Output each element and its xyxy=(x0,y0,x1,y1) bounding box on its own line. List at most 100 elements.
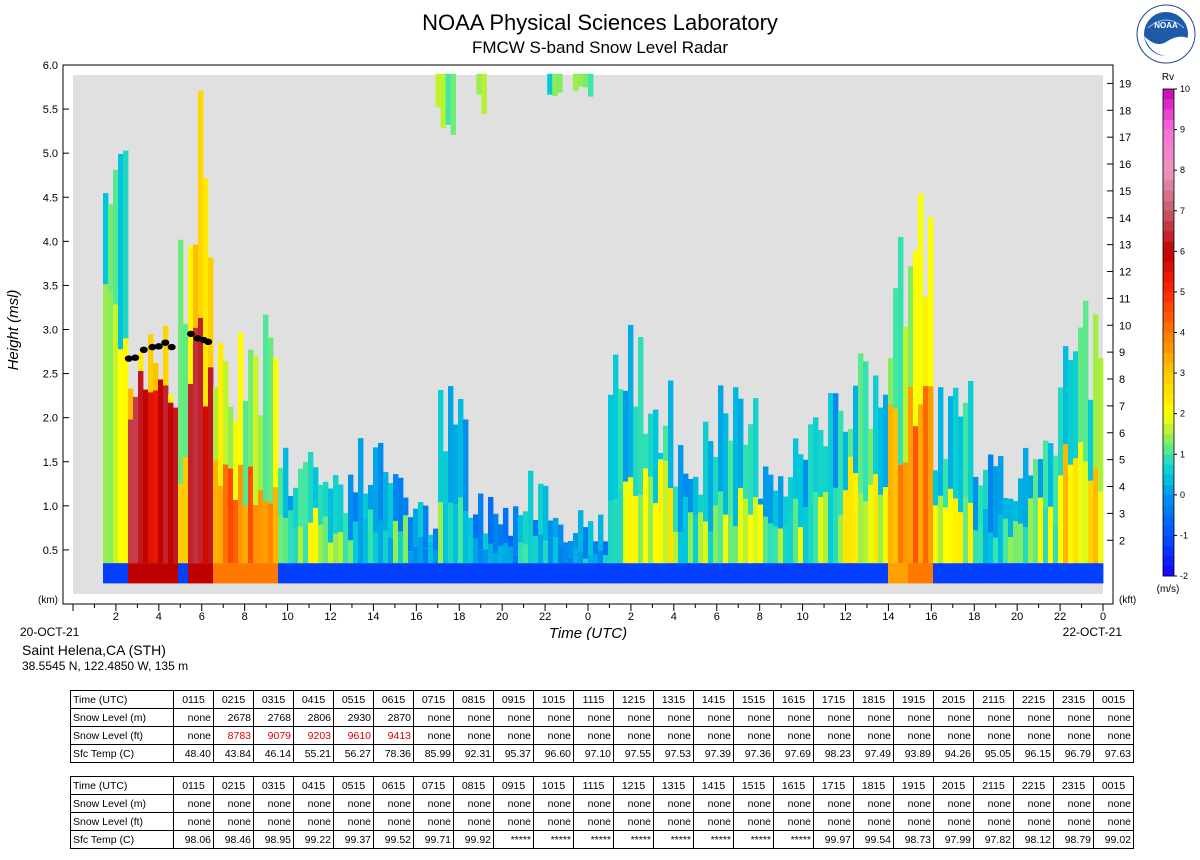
echo-cell xyxy=(268,337,274,504)
table-cell: 2115 xyxy=(973,690,1014,709)
table-cell: none xyxy=(493,726,534,745)
colorbar-cell xyxy=(1163,423,1174,435)
echo-cell xyxy=(943,563,949,584)
echo-cell xyxy=(888,403,894,564)
echo-cell xyxy=(173,407,179,564)
echo-cell xyxy=(368,563,374,584)
echo-cell xyxy=(768,523,774,564)
echo-cell xyxy=(833,563,839,584)
table-cell: 97.63 xyxy=(1093,744,1134,763)
echo-cell xyxy=(573,548,579,564)
table-cell: 0015 xyxy=(1093,690,1134,709)
echo-cell xyxy=(523,511,529,545)
echo-cell xyxy=(898,563,904,584)
table-cell: none xyxy=(653,794,694,813)
x-tick-label: 10 xyxy=(281,611,293,623)
echo-cell xyxy=(713,456,719,506)
echo-cell xyxy=(738,487,744,564)
echo-cell xyxy=(613,499,619,564)
echo-cell xyxy=(1083,563,1089,584)
echo-cell xyxy=(888,358,894,404)
x-tick-label: 18 xyxy=(968,611,980,623)
table-cell: 98.73 xyxy=(893,830,934,849)
echo-cell xyxy=(338,563,344,584)
echo-cell xyxy=(548,520,554,538)
echo-cell xyxy=(773,563,779,584)
colorbar-cell xyxy=(1163,383,1174,394)
echo-cell xyxy=(623,563,629,584)
table-cell: none xyxy=(1013,794,1054,813)
echo-cell xyxy=(718,563,724,584)
table-cell: ***** xyxy=(493,830,534,849)
table-cell: 0315 xyxy=(253,776,294,795)
echo-cell xyxy=(1043,563,1049,584)
echo-cell xyxy=(573,73,579,92)
echo-cell xyxy=(748,563,754,584)
echo-cell xyxy=(703,563,709,584)
echo-cell xyxy=(908,563,914,584)
echo-cell xyxy=(728,563,734,584)
table-cell: none xyxy=(1093,726,1134,745)
table-cell: none xyxy=(373,794,414,813)
echo-cell xyxy=(978,485,984,526)
echo-cell xyxy=(463,563,469,584)
colorbar-cell xyxy=(1163,342,1174,353)
y-tick-label-left: 1.0 xyxy=(43,501,58,513)
echo-cell xyxy=(168,402,174,564)
echo-cell xyxy=(678,532,684,564)
echo-cell xyxy=(928,563,934,584)
echo-cell xyxy=(838,515,844,564)
echo-cell xyxy=(578,73,584,87)
echo-cell xyxy=(878,563,884,584)
echo-cell xyxy=(533,520,539,536)
colorbar-tick-label: 7 xyxy=(1180,206,1185,216)
echo-cell xyxy=(1078,327,1084,443)
echo-cell xyxy=(243,505,249,564)
colorbar-title: Rv xyxy=(1162,72,1174,83)
table-cell: 9413 xyxy=(373,726,414,745)
echo-cell xyxy=(728,440,734,517)
echo-cell xyxy=(358,522,364,564)
echo-cell xyxy=(563,563,569,584)
echo-cell xyxy=(203,563,209,584)
echo-cell xyxy=(508,535,514,547)
echo-cell xyxy=(143,389,149,564)
echo-cell xyxy=(363,563,369,584)
echo-cell xyxy=(338,532,344,564)
y-tick-label-right: 18 xyxy=(1119,105,1131,117)
echo-cell xyxy=(1088,399,1094,481)
colorbar-cell xyxy=(1163,281,1174,293)
echo-cell xyxy=(308,563,314,584)
echo-cell xyxy=(1038,497,1044,564)
x-tick-label: 22 xyxy=(539,611,551,623)
echo-cell xyxy=(913,426,919,564)
echo-cell xyxy=(1063,346,1069,445)
y-tick-label-left: 5.5 xyxy=(43,104,58,116)
y-tick-label-left: 4.5 xyxy=(43,192,58,204)
echo-cell xyxy=(1028,563,1034,584)
echo-cell xyxy=(403,497,409,516)
echo-cell xyxy=(703,521,709,564)
echo-cell xyxy=(923,386,929,564)
y-tick-label-right: 4 xyxy=(1119,482,1125,494)
table-cell: 1715 xyxy=(813,776,854,795)
echo-cell xyxy=(1013,563,1019,584)
colorbar-cell xyxy=(1163,332,1174,343)
echo-cell xyxy=(1008,537,1014,564)
echo-cell xyxy=(958,416,964,513)
echo-cell xyxy=(298,526,304,564)
echo-cell xyxy=(1078,442,1084,564)
echo-cell xyxy=(593,554,599,564)
table-cell: none xyxy=(693,794,734,813)
table-cell: none xyxy=(413,812,454,831)
table-cell: none xyxy=(613,812,654,831)
echo-cell xyxy=(493,553,499,564)
echo-cell xyxy=(618,563,624,584)
echo-cell xyxy=(593,541,599,555)
echo-cell xyxy=(108,291,114,564)
table-cell: none xyxy=(853,708,894,727)
echo-cell xyxy=(293,528,299,564)
echo-cell xyxy=(383,530,389,564)
table-cell: 2930 xyxy=(333,708,374,727)
echo-cell xyxy=(198,563,204,584)
